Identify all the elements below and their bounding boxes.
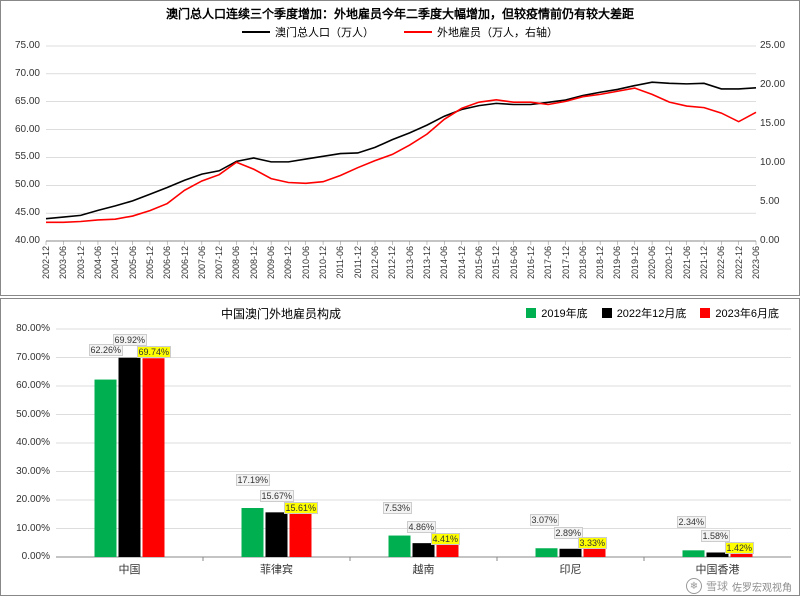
x-tick-label: 2007-06 <box>197 246 207 279</box>
y-tick: 60.00% <box>16 380 50 391</box>
watermark-sub: 佐罗宏观视角 <box>732 579 792 594</box>
x-tick-label: 2005-12 <box>145 246 155 279</box>
bar-value-label: 3.33% <box>578 537 608 549</box>
y-left-tick: 55.00 <box>15 151 40 162</box>
bar-value-label: 4.86% <box>407 521 437 533</box>
y-left-tick: 50.00 <box>15 179 40 190</box>
bar-value-label: 69.74% <box>137 346 172 358</box>
x-tick-label: 2022-06 <box>716 246 726 279</box>
x-tick-label: 2019-12 <box>630 246 640 279</box>
x-tick-label: 2018-12 <box>595 246 605 279</box>
x-tick-label: 2016-06 <box>509 246 519 279</box>
bar-value-label: 17.19% <box>236 474 271 486</box>
x-tick-label: 2015-06 <box>474 246 484 279</box>
watermark-text: 雪球 <box>706 578 728 594</box>
bar-value-label: 15.61% <box>284 502 319 514</box>
y-tick: 0.00% <box>22 551 50 562</box>
y-tick: 80.00% <box>16 323 50 334</box>
y-tick: 70.00% <box>16 352 50 363</box>
bar-value-label: 1.42% <box>725 542 755 554</box>
x-tick-label: 2005-06 <box>128 246 138 279</box>
x-tick-label: 2023-06 <box>751 246 761 279</box>
x-tick-label: 2009-12 <box>283 246 293 279</box>
x-tick-label: 2003-06 <box>58 246 68 279</box>
bar-value-label: 3.07% <box>530 514 560 526</box>
x-tick-label: 2012-06 <box>370 246 380 279</box>
x-tick-label: 2004-12 <box>110 246 120 279</box>
bar-value-label: 2.34% <box>677 516 707 528</box>
y-right-tick: 15.00 <box>760 118 785 129</box>
y-left-tick: 65.00 <box>15 96 40 107</box>
x-tick-label: 2011-06 <box>335 246 345 278</box>
bar-value-label: 7.53% <box>383 502 413 514</box>
y-left-tick: 75.00 <box>15 40 40 51</box>
y-right-tick: 0.00 <box>760 235 779 246</box>
bot-chart-title: 中国澳门外地雇员构成 <box>221 305 341 322</box>
x-tick-label: 2013-06 <box>405 246 415 279</box>
x-tick-label: 2006-12 <box>180 246 190 279</box>
x-tick-label: 2003-12 <box>76 246 86 279</box>
category-label: 菲律宾 <box>247 561 307 577</box>
x-tick-label: 2008-12 <box>249 246 259 279</box>
bar-value-label: 4.41% <box>431 533 461 545</box>
x-tick-label: 2018-06 <box>578 246 588 279</box>
y-left-tick: 70.00 <box>15 68 40 79</box>
y-right-tick: 20.00 <box>760 79 785 90</box>
bar-value-label: 69.92% <box>113 334 148 346</box>
y-tick: 20.00% <box>16 494 50 505</box>
x-tick-label: 2008-06 <box>231 246 241 279</box>
x-tick-label: 2021-12 <box>699 246 709 279</box>
population-line-chart: 澳门总人口连续三个季度增加：外地雇员今年二季度大幅增加，但较疫情前仍有较大差距 … <box>0 0 800 296</box>
x-tick-label: 2009-06 <box>266 246 276 279</box>
snowball-icon: ❄ <box>686 578 702 594</box>
x-tick-label: 2020-06 <box>647 246 657 279</box>
x-tick-label: 2004-06 <box>93 246 103 279</box>
x-tick-label: 2011-12 <box>353 246 363 278</box>
category-label: 中国香港 <box>688 561 748 577</box>
bar-value-label: 1.58% <box>701 530 731 542</box>
x-tick-label: 2022-12 <box>734 246 744 279</box>
bot-legend: 2019年底2022年12月底2023年6月底 <box>526 305 779 321</box>
x-tick-label: 2010-06 <box>301 246 311 279</box>
y-left-tick: 40.00 <box>15 235 40 246</box>
x-tick-label: 2013-12 <box>422 246 432 279</box>
x-tick-label: 2002-12 <box>41 246 51 279</box>
x-tick-label: 2014-06 <box>439 246 449 279</box>
x-tick-label: 2017-12 <box>561 246 571 279</box>
y-tick: 30.00% <box>16 466 50 477</box>
x-tick-label: 2006-06 <box>162 246 172 279</box>
y-left-tick: 60.00 <box>15 124 40 135</box>
watermark: ❄ 雪球 佐罗宏观视角 <box>686 578 792 594</box>
y-left-tick: 45.00 <box>15 207 40 218</box>
x-tick-label: 2019-06 <box>612 246 622 279</box>
composition-bar-chart: 0.00% 10.00% 20.00% 30.00% 40.00% 50.00% 60.00… <box>0 298 800 596</box>
category-label: 印尼 <box>541 561 601 577</box>
x-tick-label: 2014-12 <box>457 246 467 279</box>
category-label: 中国 <box>100 561 160 577</box>
x-tick-label: 2020-12 <box>664 246 674 279</box>
x-tick-label: 2015-12 <box>491 246 501 279</box>
category-label: 越南 <box>394 561 454 577</box>
y-right-tick: 10.00 <box>760 157 785 168</box>
y-right-tick: 5.00 <box>760 196 779 207</box>
y-tick: 40.00% <box>16 437 50 448</box>
x-tick-label: 2010-12 <box>318 246 328 279</box>
top-plot-svg <box>1 1 800 297</box>
y-tick: 50.00% <box>16 409 50 420</box>
y-right-tick: 25.00 <box>760 40 785 51</box>
x-tick-label: 2012-12 <box>387 246 397 279</box>
y-tick: 10.00% <box>16 523 50 534</box>
x-tick-label: 2021-06 <box>682 246 692 279</box>
x-tick-label: 2007-12 <box>214 246 224 279</box>
x-tick-label: 2016-12 <box>526 246 536 279</box>
x-tick-label: 2017-06 <box>543 246 553 279</box>
